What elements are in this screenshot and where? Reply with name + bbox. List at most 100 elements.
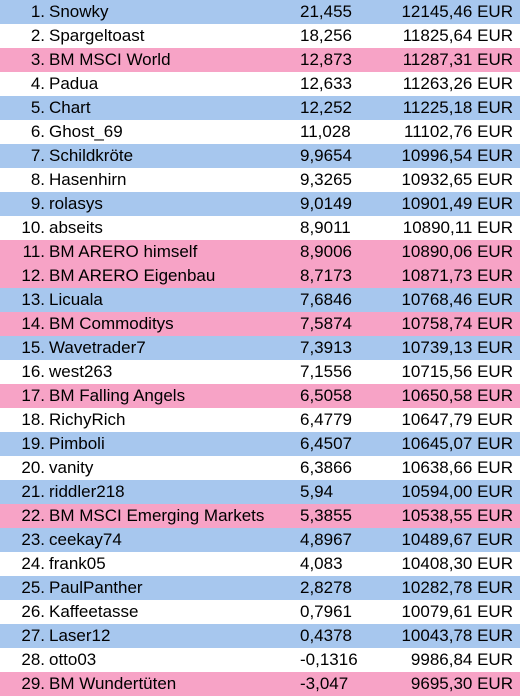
name-cell: Snowky (49, 2, 109, 21)
rank-cell: 26. (21, 602, 45, 621)
rank-cell: 7. (30, 146, 45, 165)
value-cell: 11825,64 EUR (402, 26, 513, 45)
score-cell: 6,3866 (300, 458, 352, 477)
value-cell: 10758,74 EUR (401, 314, 513, 333)
rank-cell: 29. (21, 674, 45, 693)
table-row: 12. BM ARERO Eigenbau 8,7173 10871,73 EUR (0, 264, 520, 288)
rank-cell: 24. (21, 554, 45, 573)
rank-cell: 6. (30, 122, 45, 141)
name-cell: west263 (49, 362, 113, 381)
score-cell: 11,028 (300, 122, 351, 141)
rank-cell: 9. (30, 194, 45, 213)
value-cell: 10901,49 EUR (401, 194, 513, 213)
rank-cell: 21. (21, 482, 45, 501)
table-row: 6. Ghost_69 11,028 11102,76 EUR (0, 120, 520, 144)
score-cell: -0,1316 (300, 650, 358, 669)
table-row: 4. Padua 12,633 11263,26 EUR (0, 72, 520, 96)
score-cell: 7,1556 (300, 362, 352, 381)
rank-cell: 17. (21, 386, 45, 405)
table-row: 5. Chart 12,252 11225,18 EUR (0, 96, 520, 120)
rank-cell: 28. (21, 650, 45, 669)
value-cell: 10768,46 EUR (401, 290, 513, 309)
name-cell: riddler218 (49, 482, 125, 501)
rank-cell: 3. (30, 50, 45, 69)
rank-cell: 20. (21, 458, 45, 477)
rank-cell: 1. (30, 2, 45, 21)
score-cell: 6,5058 (300, 386, 352, 405)
table-row: 7. Schildkröte 9,9654 10996,54 EUR (0, 144, 520, 168)
rank-cell: 13. (21, 290, 45, 309)
rank-cell: 5. (30, 98, 45, 117)
table-row: 2. Spargeltoast 18,256 11825,64 EUR (0, 24, 520, 48)
value-cell: 11287,31 EUR (402, 50, 513, 69)
rank-cell: 10. (21, 218, 45, 237)
value-cell: 12145,46 EUR (401, 2, 513, 21)
table-row: 20. vanity 6,3866 10638,66 EUR (0, 456, 520, 480)
score-cell: 0,7961 (300, 602, 352, 621)
name-cell: BM Wundertüten (49, 674, 177, 693)
name-cell: Wavetrader7 (49, 338, 146, 357)
name-cell: rolasys (49, 194, 103, 213)
table-row: 19. Pimboli 6,4507 10645,07 EUR (0, 432, 520, 456)
value-cell: 9695,30 EUR (410, 674, 513, 693)
table-row: 18. RichyRich 6,4779 10647,79 EUR (0, 408, 520, 432)
name-cell: Licuala (49, 290, 103, 309)
rank-cell: 8. (30, 170, 45, 189)
value-cell: 10871,73 EUR (401, 266, 513, 285)
score-cell: 12,633 (300, 74, 352, 93)
name-cell: BM Commoditys (49, 314, 174, 333)
table-row: 29. BM Wundertüten -3,047 9695,30 EUR (0, 672, 520, 696)
score-cell: 0,4378 (300, 626, 352, 645)
value-cell: 10739,13 EUR (401, 338, 513, 357)
name-cell: Padua (49, 74, 99, 93)
name-cell: Kaffeetasse (49, 602, 139, 621)
table-row: 10. abseits 8,9011 10890,11 EUR (0, 216, 520, 240)
score-cell: 6,4507 (300, 434, 352, 453)
table-row: 24. frank05 4,083 10408,30 EUR (0, 552, 520, 576)
value-cell: 10638,66 EUR (401, 458, 513, 477)
rank-cell: 18. (21, 410, 45, 429)
value-cell: 10890,11 EUR (402, 218, 513, 237)
rank-cell: 16. (21, 362, 45, 381)
name-cell: BM ARERO Eigenbau (49, 266, 216, 285)
score-cell: 7,3913 (300, 338, 352, 357)
value-cell: 10890,06 EUR (401, 242, 513, 261)
score-cell: 4,8967 (300, 530, 352, 549)
score-cell: -3,047 (300, 674, 349, 693)
table-row: 8. Hasenhirn 9,3265 10932,65 EUR (0, 168, 520, 192)
name-cell: otto03 (49, 650, 97, 669)
score-cell: 12,252 (300, 98, 352, 117)
score-cell: 5,94 (300, 482, 334, 501)
score-cell: 21,455 (300, 2, 352, 21)
name-cell: Spargeltoast (49, 26, 145, 45)
score-cell: 7,6846 (300, 290, 352, 309)
value-cell: 10996,54 EUR (401, 146, 513, 165)
table-row: 9. rolasys 9,0149 10901,49 EUR (0, 192, 520, 216)
rank-cell: 4. (30, 74, 45, 93)
value-cell: 10715,56 EUR (401, 362, 513, 381)
table-row: 11. BM ARERO himself 8,9006 10890,06 EUR (0, 240, 520, 264)
score-cell: 5,3855 (300, 506, 352, 525)
table-row: 1. Snowky 21,455 12145,46 EUR (0, 0, 520, 24)
rank-cell: 14. (21, 314, 45, 333)
value-cell: 10408,30 EUR (401, 554, 513, 573)
name-cell: PaulPanther (49, 578, 143, 597)
name-cell: abseits (49, 218, 103, 237)
name-cell: Ghost_69 (49, 122, 123, 141)
score-cell: 2,8278 (300, 578, 352, 597)
value-cell: 10932,65 EUR (401, 170, 513, 189)
table-row: 23. ceekay74 4,8967 10489,67 EUR (0, 528, 520, 552)
rank-cell: 27. (21, 626, 45, 645)
name-cell: Schildkröte (49, 146, 134, 165)
name-cell: vanity (49, 458, 94, 477)
value-cell: 11102,76 EUR (404, 122, 513, 141)
score-cell: 9,9654 (300, 146, 352, 165)
value-cell: 10650,58 EUR (401, 386, 513, 405)
name-cell: Hasenhirn (49, 170, 127, 189)
rank-cell: 25. (21, 578, 45, 597)
table-row: 21. riddler218 5,94 10594,00 EUR (0, 480, 520, 504)
score-cell: 12,873 (300, 50, 352, 69)
value-cell: 9986,84 EUR (410, 650, 513, 669)
name-cell: BM ARERO himself (49, 242, 198, 261)
